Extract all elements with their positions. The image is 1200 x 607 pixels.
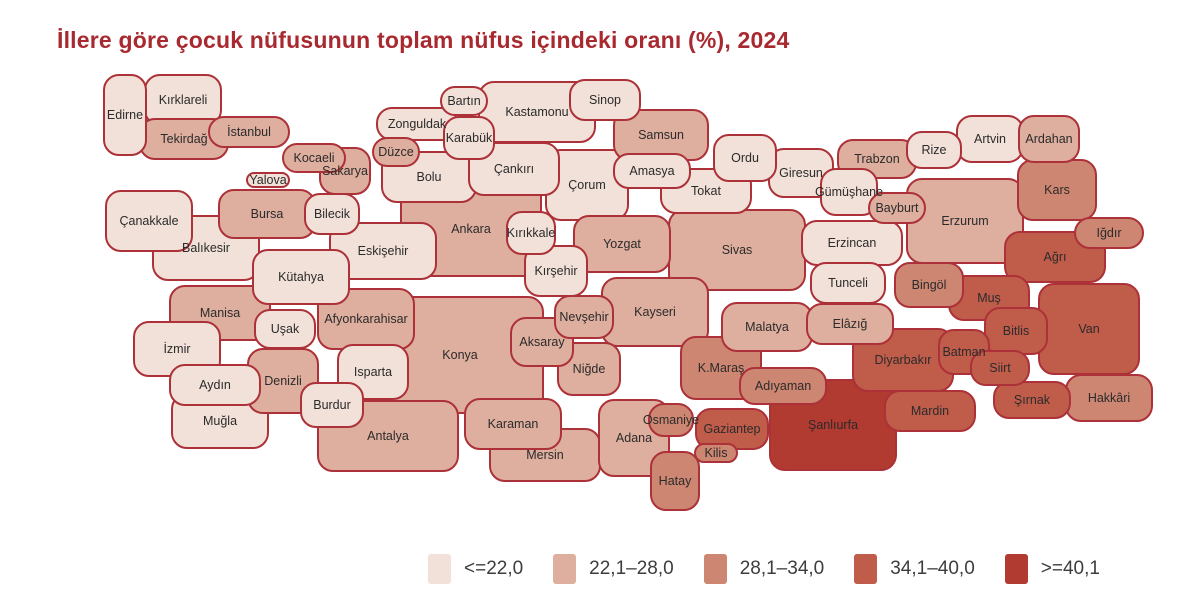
legend-item-4: 34,1–40,0 (854, 554, 975, 584)
province-tunceli (810, 262, 886, 304)
province-yalova (246, 172, 290, 188)
province-hakkari (1065, 374, 1153, 422)
page-title: İllere göre çocuk nüfusunun toplam nüfus… (57, 27, 790, 54)
province-bartin (440, 86, 488, 116)
province-kars (1017, 159, 1097, 221)
province-sinop (569, 79, 641, 121)
legend-swatch-4 (854, 554, 878, 584)
province-rize (906, 131, 962, 169)
province-elazig (806, 303, 894, 345)
province-edirne (103, 74, 147, 156)
province-yozgat (573, 215, 671, 273)
province-bitlis (984, 307, 1048, 355)
province-duzce (372, 137, 420, 167)
province-erzincan (801, 220, 903, 266)
province-nevsehir (554, 295, 614, 339)
province-bilecik (304, 193, 360, 235)
province-bingol (894, 262, 964, 308)
province-burdur (300, 382, 364, 428)
province-ardahan (1018, 115, 1080, 163)
province-usak (254, 309, 316, 349)
province-kirikkale (506, 211, 556, 255)
province-adiyaman (739, 367, 827, 405)
legend-item-5: >=40,1 (1004, 554, 1100, 584)
province-kilis (694, 443, 738, 463)
province-karaman (464, 398, 562, 450)
province-artvin (956, 115, 1024, 163)
legend-swatch-2 (553, 554, 577, 584)
legend-swatch-1 (428, 554, 451, 584)
legend-item-2: 22,1–28,0 (553, 554, 674, 584)
legend-label-2: 22,1–28,0 (589, 558, 674, 579)
province-bayburt (868, 192, 926, 224)
province-hatay (650, 451, 700, 511)
province-mardin (884, 390, 976, 432)
legend: <=22,0 22,1–28,0 28,1–34,0 34,1–40,0 >=40,1 (428, 554, 1130, 584)
turkey-choropleth-map: Edirne Kırklareli Tekirdağ İstanbul Yalova Ko… (0, 40, 1200, 540)
province-sirnak (993, 381, 1071, 419)
legend-item-1: <=22,0 (428, 554, 523, 584)
legend-item-3: 28,1–34,0 (703, 554, 825, 584)
province-igdir (1074, 217, 1144, 249)
province-malatya (721, 302, 813, 352)
legend-label-3: 28,1–34,0 (739, 558, 825, 579)
province-kutahya (252, 249, 350, 305)
legend-label-5: >=40,1 (1040, 558, 1100, 579)
province-osmaniye (648, 403, 694, 437)
province-kayseri (601, 277, 709, 347)
legend-label-1: <=22,0 (464, 558, 524, 579)
province-sanliurfa (769, 379, 897, 471)
province-van (1038, 283, 1140, 375)
province-canakkale (105, 190, 193, 252)
province-istanbul (208, 116, 290, 148)
province-aksaray (510, 317, 574, 367)
legend-swatch-5 (1004, 554, 1028, 584)
legend-swatch-3 (703, 554, 727, 584)
province-bursa (218, 189, 316, 239)
province-ordu (713, 134, 777, 182)
province-siirt (970, 350, 1030, 386)
province-amasya (613, 153, 691, 189)
province-karabuk (443, 116, 495, 160)
legend-label-4: 34,1–40,0 (890, 558, 975, 579)
province-aydin (169, 364, 261, 406)
province-kocaeli (282, 143, 346, 173)
